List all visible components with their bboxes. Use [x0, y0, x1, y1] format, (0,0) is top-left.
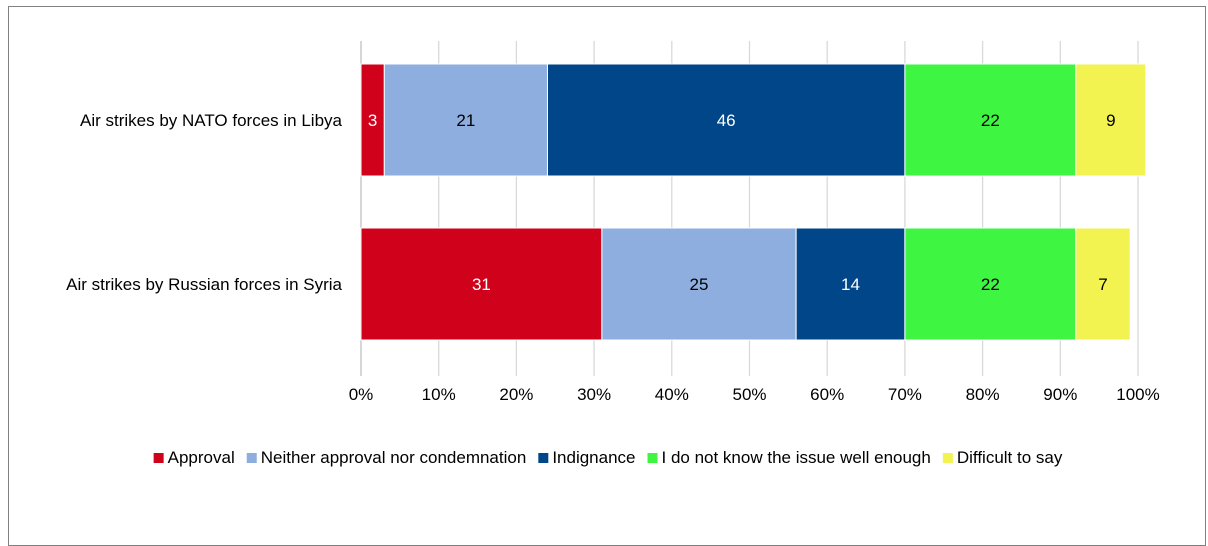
- bar-segment: [1075, 227, 1131, 341]
- category-label: Air strikes by Russian forces in Syria: [66, 275, 342, 294]
- x-tick-label: 80%: [966, 385, 1000, 404]
- bar-segment: [1075, 63, 1147, 177]
- x-tick-label: 90%: [1043, 385, 1077, 404]
- data-label: 46: [717, 111, 736, 130]
- legend-swatch: [942, 453, 953, 463]
- x-tick-label: 60%: [810, 385, 844, 404]
- data-label: 3: [368, 111, 377, 130]
- category-label: Air strikes by NATO forces in Libya: [80, 111, 343, 130]
- legend-item: Difficult to say: [942, 448, 1063, 467]
- legend-swatch: [246, 453, 257, 463]
- x-tick-label: 70%: [888, 385, 922, 404]
- chart-frame: 3 21 46 22 9 31 25 14 22 7 0% 10% 20% 30% 40% 50% 60% 70…: [8, 6, 1206, 546]
- data-label: 25: [690, 275, 709, 294]
- legend-swatch: [538, 453, 549, 463]
- legend-label: Neither approval nor condemnation: [261, 448, 527, 467]
- legend-label: Approval: [168, 448, 235, 467]
- legend-swatch: [153, 453, 164, 463]
- data-label: 9: [1106, 111, 1115, 130]
- stacked-bar-chart: 3 21 46 22 9 31 25 14 22 7 0% 10% 20% 30% 40% 50% 60% 70…: [66, 41, 1160, 467]
- x-tick-label: 100%: [1116, 385, 1159, 404]
- data-label: 7: [1098, 275, 1107, 294]
- legend-label: Difficult to say: [957, 448, 1063, 467]
- bars-layer: [360, 63, 1147, 341]
- bar-segment: [360, 227, 603, 341]
- bar-segment: [601, 227, 797, 341]
- legend-swatch: [647, 453, 658, 463]
- data-label: 14: [841, 275, 860, 294]
- legend: Approval Neither approval nor condemnatio…: [153, 448, 1063, 467]
- x-tick-label: 50%: [732, 385, 766, 404]
- legend-item: I do not know the issue well enough: [647, 448, 931, 467]
- x-axis: 0% 10% 20% 30% 40% 50% 60% 70% 80% 90% 100%: [349, 385, 1160, 404]
- legend-item: Approval: [153, 448, 235, 467]
- bar-segment: [904, 227, 1077, 341]
- data-label: 31: [472, 275, 491, 294]
- legend-item: Neither approval nor condemnation: [246, 448, 527, 467]
- legend-label: I do not know the issue well enough: [662, 448, 931, 467]
- x-tick-label: 20%: [499, 385, 533, 404]
- labels-layer: 3 21 46 22 9 31 25 14 22 7: [368, 111, 1116, 294]
- x-tick-label: 10%: [422, 385, 456, 404]
- data-label: 21: [456, 111, 475, 130]
- legend-label: Indignance: [552, 448, 635, 467]
- bar-segment: [795, 227, 906, 341]
- x-tick-label: 40%: [655, 385, 689, 404]
- data-label: 22: [981, 275, 1000, 294]
- data-label: 22: [981, 111, 1000, 130]
- x-tick-label: 30%: [577, 385, 611, 404]
- category-axis: Air strikes by NATO forces in Libya Air s…: [66, 111, 342, 294]
- bar-segment: [904, 63, 1077, 177]
- x-tick-label: 0%: [349, 385, 374, 404]
- legend-item: Indignance: [538, 448, 636, 467]
